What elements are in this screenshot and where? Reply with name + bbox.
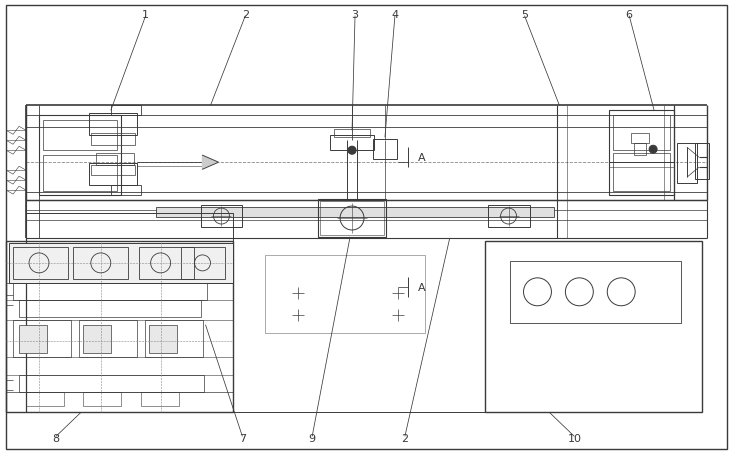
Bar: [43, 156, 117, 192]
Bar: [609, 111, 674, 196]
Bar: [43, 121, 117, 151]
Bar: [73, 248, 128, 279]
Bar: [509, 261, 681, 323]
Bar: [19, 325, 47, 353]
Bar: [180, 248, 226, 279]
Bar: [141, 393, 179, 407]
Bar: [6, 242, 233, 413]
Circle shape: [649, 146, 657, 154]
Bar: [111, 186, 141, 196]
Bar: [487, 206, 529, 228]
Bar: [631, 134, 649, 144]
Text: 7: 7: [239, 434, 246, 443]
Bar: [13, 320, 71, 357]
Bar: [13, 248, 68, 279]
Bar: [614, 154, 670, 192]
Bar: [695, 144, 709, 180]
Bar: [320, 202, 384, 235]
Text: 5: 5: [521, 10, 528, 20]
Bar: [201, 206, 243, 228]
Bar: [89, 164, 136, 186]
Circle shape: [348, 147, 356, 155]
Text: 2: 2: [242, 10, 249, 20]
Bar: [265, 255, 425, 333]
Bar: [149, 325, 177, 353]
Text: 10: 10: [567, 434, 581, 443]
Text: 8: 8: [52, 434, 59, 443]
Text: 3: 3: [352, 10, 358, 20]
Bar: [155, 207, 554, 217]
Bar: [89, 114, 136, 136]
Polygon shape: [202, 156, 218, 170]
Bar: [144, 320, 202, 357]
Bar: [373, 140, 397, 160]
Bar: [9, 243, 233, 283]
Bar: [91, 134, 135, 146]
Bar: [19, 375, 205, 393]
Bar: [614, 116, 670, 151]
Text: 2: 2: [402, 434, 408, 443]
Bar: [83, 325, 111, 353]
Bar: [39, 116, 121, 196]
Bar: [26, 213, 233, 238]
Bar: [334, 130, 370, 138]
Bar: [91, 166, 135, 176]
Bar: [111, 106, 141, 116]
Text: 4: 4: [391, 10, 399, 20]
Bar: [83, 393, 121, 407]
Text: A: A: [418, 153, 425, 163]
Text: 9: 9: [309, 434, 316, 443]
Bar: [26, 393, 64, 407]
Bar: [634, 144, 647, 156]
Bar: [13, 283, 207, 300]
Bar: [330, 136, 374, 151]
Text: A: A: [418, 282, 425, 292]
Bar: [318, 200, 386, 238]
Bar: [139, 248, 194, 279]
Bar: [19, 300, 201, 317]
Bar: [96, 154, 133, 166]
Bar: [79, 320, 136, 357]
Text: 6: 6: [626, 10, 633, 20]
Text: 1: 1: [142, 10, 150, 20]
Bar: [677, 144, 697, 184]
Bar: [485, 242, 702, 413]
